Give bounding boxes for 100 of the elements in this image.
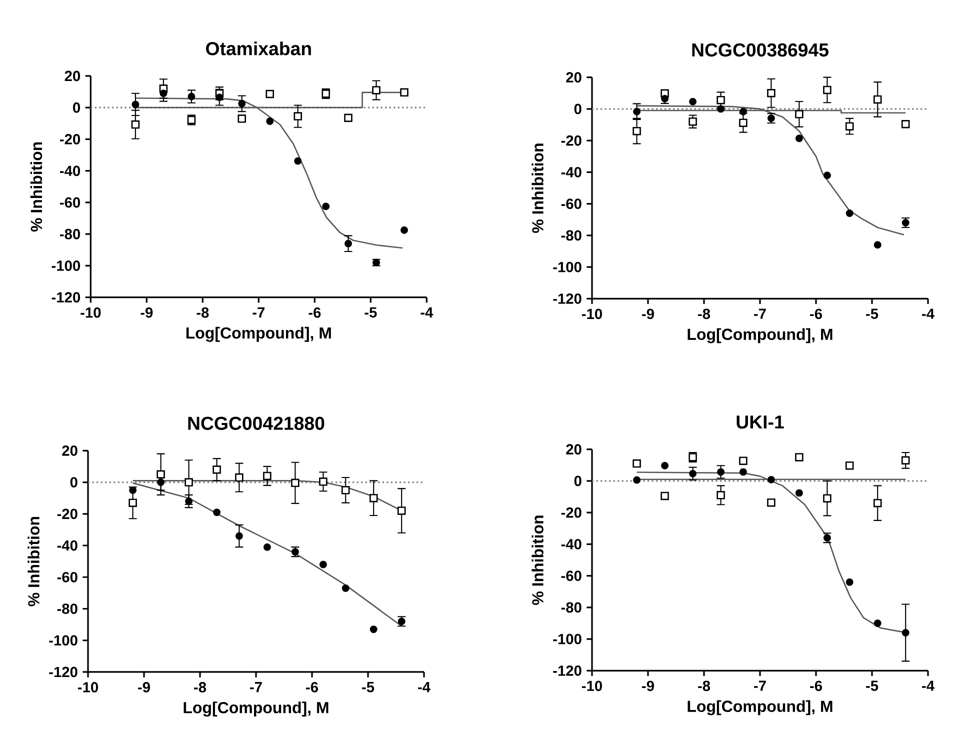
- point: [132, 100, 140, 108]
- point: [632, 459, 641, 468]
- point: [235, 532, 243, 540]
- point: [157, 478, 165, 486]
- chart-title: Otamixaban: [206, 42, 311, 56]
- point: [400, 226, 408, 234]
- point: [633, 108, 641, 116]
- point: [739, 118, 748, 127]
- y-tick-label: -100: [553, 262, 582, 272]
- x-tick-label: -10: [80, 307, 101, 318]
- point: [660, 492, 669, 500]
- x-tick-label: -5: [866, 308, 878, 319]
- point: [717, 105, 725, 113]
- x-tick-label: -10: [582, 308, 602, 320]
- chart-title: NCGC00421880: [188, 416, 324, 430]
- y-tick-label: -40: [60, 166, 80, 176]
- y-tick-label: -80: [57, 604, 78, 614]
- y-tick-label: -40: [57, 540, 78, 551]
- x-tick-label: -5: [364, 307, 377, 318]
- point: [795, 453, 804, 462]
- point: [874, 241, 882, 249]
- y-tick-label: -120: [49, 666, 78, 678]
- y-tick-label: -40: [561, 539, 582, 550]
- point: [369, 494, 378, 502]
- point: [846, 578, 854, 586]
- point: [238, 100, 246, 108]
- y-tick-label: 20: [62, 445, 78, 456]
- point: [767, 498, 776, 507]
- x-axis-title: Log[Compound], M: [688, 328, 832, 344]
- x-tick-label: -5: [362, 682, 374, 692]
- y-axis-title: % Inhibition: [532, 516, 544, 605]
- y-tick-label: 20: [566, 72, 582, 83]
- point: [874, 619, 882, 627]
- x-axis-title: Log[Compound], M: [184, 702, 328, 717]
- x-tick-label: -10: [582, 680, 602, 692]
- x-tick-label: -4: [922, 308, 934, 319]
- x-tick-label: -8: [698, 308, 710, 320]
- y-tick-label: -80: [561, 230, 582, 241]
- point: [632, 126, 641, 136]
- y-tick-label: -60: [561, 570, 582, 581]
- point: [767, 476, 775, 484]
- point: [661, 462, 669, 470]
- x-tick-label: -5: [866, 680, 878, 691]
- point: [846, 210, 854, 218]
- point: [739, 456, 748, 465]
- point: [901, 120, 910, 128]
- point: [342, 584, 350, 592]
- point: [795, 134, 803, 142]
- point: [372, 86, 380, 94]
- point: [322, 202, 330, 210]
- x-axis-title: Log[Compound], M: [688, 700, 832, 716]
- point: [212, 465, 221, 474]
- x-tick-label: -10: [78, 682, 98, 692]
- point: [739, 108, 747, 116]
- x-tick-label: -9: [140, 307, 153, 318]
- y-tick-label: -120: [52, 292, 80, 303]
- y-tick-label: 0: [574, 476, 582, 486]
- y-tick-label: 0: [70, 477, 78, 488]
- point: [294, 157, 302, 165]
- x-tick-label: -8: [698, 680, 710, 692]
- point: [739, 468, 747, 476]
- point: [156, 470, 165, 478]
- x-tick-label: -6: [810, 680, 822, 692]
- point: [344, 240, 352, 248]
- point: [235, 473, 244, 482]
- y-tick-label: -20: [561, 507, 582, 518]
- x-tick-label: -4: [418, 682, 430, 692]
- point: [294, 112, 302, 120]
- x-tick-label: -4: [420, 307, 434, 318]
- y-tick-label: -120: [553, 665, 582, 676]
- x-tick-label: -9: [642, 308, 654, 320]
- y-tick-label: -60: [57, 572, 78, 582]
- point: [716, 491, 725, 500]
- point: [213, 508, 221, 516]
- point: [131, 120, 140, 129]
- point: [184, 478, 193, 486]
- point: [901, 456, 910, 465]
- point: [823, 172, 831, 180]
- point: [344, 114, 352, 122]
- x-tick-label: -8: [196, 307, 209, 318]
- y-tick-label: 0: [73, 102, 80, 113]
- point: [370, 626, 378, 634]
- point: [823, 494, 832, 502]
- point: [263, 543, 271, 551]
- y-tick-label: -20: [561, 135, 582, 146]
- x-tick-label: -6: [306, 682, 318, 692]
- point: [266, 117, 274, 125]
- point: [128, 498, 137, 507]
- point: [266, 90, 274, 98]
- point: [902, 628, 910, 636]
- point: [873, 95, 882, 104]
- x-tick-label: -6: [308, 307, 321, 318]
- point: [767, 88, 776, 98]
- y-axis-title: % Inhibition: [532, 144, 544, 233]
- point: [319, 478, 328, 486]
- point: [845, 122, 854, 130]
- y-tick-label: -60: [561, 198, 582, 209]
- point: [238, 114, 246, 123]
- point: [291, 478, 300, 488]
- x-tick-label: -7: [754, 308, 766, 319]
